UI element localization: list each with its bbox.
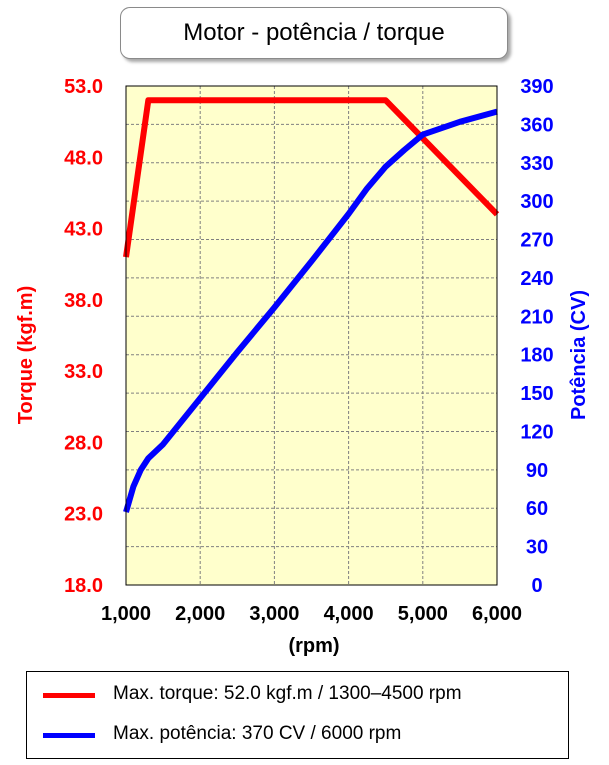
- plot-frame: [125, 85, 498, 586]
- y-right-tick-label: 60: [526, 498, 548, 520]
- y-right-tick-label: 90: [526, 460, 548, 482]
- x-tick-label: 6,000: [472, 603, 522, 625]
- y-left-tick-label: 28.0: [64, 432, 103, 454]
- y-right-tick-label: 120: [520, 421, 553, 443]
- y-left-tick-label: 48.0: [64, 147, 103, 169]
- chart: 53.0 48.0 43.0 38.0 33.0 28.0 23.0 18.0 390 360 3…: [15, 76, 590, 657]
- power-line: [123, 108, 498, 513]
- y-right-tick-label: 390: [520, 76, 553, 98]
- y-right-tick-label: 0: [531, 575, 542, 597]
- y-left-tick-label: 18.0: [64, 575, 103, 597]
- y-right-tick-label: 300: [520, 191, 553, 213]
- x-tick-label: 1,000: [101, 603, 151, 625]
- chart-title: Motor - potência / torque: [183, 19, 445, 46]
- y-right-tick-label: 210: [520, 306, 553, 328]
- y-right-tick-label: 360: [520, 114, 553, 136]
- x-tick-label: 3,000: [249, 603, 299, 625]
- y-left-tick-label: 33.0: [64, 361, 103, 383]
- y-left-tick-label: 38.0: [64, 290, 103, 312]
- y-right-tick-label: 150: [520, 383, 553, 405]
- plot-area: [126, 86, 497, 585]
- y-left-tick-label: 23.0: [64, 504, 103, 526]
- legend: Max. torque: 52.0 kgf.m / 1300–4500 rpm …: [26, 671, 569, 759]
- x-tick-label: 2,000: [175, 603, 225, 625]
- legend-label-torque: Max. torque: 52.0 kgf.m / 1300–4500 rpm: [113, 683, 462, 704]
- legend-label-power: Max. potência: 370 CV / 6000 rpm: [113, 723, 402, 744]
- x-axis-title: (rpm): [288, 635, 339, 657]
- legend-swatch-torque: [43, 693, 95, 698]
- y-left-axis-title: Torque (kgf.m): [15, 286, 37, 425]
- y-left-tick-label: 53.0: [64, 76, 103, 98]
- torque-line: [123, 97, 500, 258]
- x-tick-label: 5,000: [398, 603, 448, 625]
- y-right-axis-title: Potência (CV): [568, 290, 590, 420]
- x-tick-label: 4,000: [324, 603, 374, 625]
- y-right-tick-label: 240: [520, 268, 553, 290]
- y-right-tick-label: 30: [526, 537, 548, 559]
- y-left-tick-label: 43.0: [64, 219, 103, 241]
- y-right-tick-label: 330: [520, 153, 553, 175]
- legend-swatch-power: [43, 733, 95, 738]
- y-right-tick-label: 270: [520, 230, 553, 252]
- y-right-tick-label: 180: [520, 345, 553, 367]
- chart-title-box: Motor - potência / torque: [120, 7, 508, 59]
